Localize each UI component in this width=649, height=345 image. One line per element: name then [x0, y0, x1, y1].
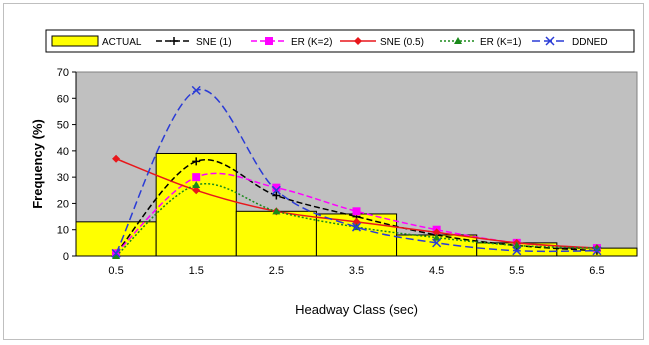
data-point-er-k-1-1.5: [192, 181, 201, 189]
legend-entry-er-k-1: ER (K=1): [440, 37, 521, 48]
data-point-ddned-4.5: [432, 238, 442, 248]
y-tick-label: 0: [63, 251, 69, 263]
legend-entry-actual: ACTUAL: [51, 35, 142, 48]
legend-entry-er-k-2: ER (K=2): [251, 37, 332, 48]
data-point-er-k-1-2.5: [272, 207, 281, 215]
y-tick-label: 50: [57, 120, 69, 132]
legend-entry-sne-0-5: SNE (0.5): [340, 37, 424, 48]
legend-marker: [170, 37, 178, 45]
y-axis-title: Frequency (%): [30, 119, 45, 209]
chart: 0 10 20 30 40 50 60 70 0.5 1.5 2.5 3.5 4.5 5.5 6.5 Head…: [30, 29, 638, 317]
series-line-ddned: [115, 88, 597, 254]
data-point-er-k-2-2.5: [272, 183, 281, 192]
data-point-er-k-2-1.5: [192, 173, 201, 182]
data-point-sne-0-5-4.5: [432, 228, 441, 237]
data-point-sne-1-2.5: [272, 191, 281, 200]
legend-label: ER (K=2): [291, 37, 332, 48]
x-axis-title: Headway Class (sec): [295, 302, 418, 317]
y-tick-label: 60: [57, 93, 69, 105]
data-point-ddned-0.5: [111, 248, 121, 258]
data-point-er-k-1-0.5: [112, 252, 121, 259]
data-point-ddned-2.5: [271, 185, 281, 195]
data-point-er-k-1-4.5: [432, 233, 441, 241]
legend: ACTUAL SNE (1) ER (K=2) SNE (0.5) ER (K=1) DD…: [45, 29, 635, 53]
legend-marker: [545, 36, 555, 46]
data-point-ddned-1.5: [191, 85, 201, 95]
series-ddned: [111, 85, 602, 258]
data-point-sne-0-5-3.5: [352, 217, 361, 226]
legend-label: DDNED: [572, 37, 608, 48]
y-tick-label: 20: [57, 198, 69, 210]
chart-frame: 0 10 20 30 40 50 60 70 0.5 1.5 2.5 3.5 4.5 5.5 6.5 Head…: [3, 3, 644, 340]
data-point-er-k-2-3.5: [352, 207, 361, 216]
y-tick-label: 30: [57, 172, 69, 184]
legend-entry-ddned: DDNED: [532, 36, 608, 48]
x-tick-label: 2.5: [269, 265, 284, 277]
data-point-er-k-1-5.5: [512, 241, 521, 249]
data-point-sne-1-1.5: [192, 157, 201, 166]
data-point-ddned-3.5: [351, 222, 362, 232]
legend-marker: [354, 37, 362, 45]
legend-entry-sne-1: SNE (1): [156, 37, 232, 48]
y-tick-label: 40: [57, 146, 69, 158]
bar-1.5: [155, 152, 237, 257]
y-tick-label: 70: [57, 67, 69, 79]
legend-marker: [454, 37, 462, 44]
data-point-ddned-6.5: [592, 246, 602, 256]
x-tick-label: 3.5: [349, 265, 364, 277]
x-tick-label: 4.5: [429, 265, 444, 277]
legend-swatch: [51, 35, 99, 47]
data-point-sne-0-5-1.5: [192, 186, 201, 195]
x-tick-label: 1.5: [189, 265, 204, 277]
x-tick-label: 5.5: [509, 265, 524, 277]
legend-label: SNE (1): [196, 37, 232, 48]
x-tick-label: 0.5: [108, 265, 123, 277]
legend-label: ACTUAL: [102, 37, 142, 48]
series-line-sne-1: [115, 159, 597, 254]
bar-2.5: [235, 210, 317, 257]
legend-marker: [265, 37, 273, 45]
y-tick-label: 10: [57, 225, 69, 237]
legend-label: SNE (0.5): [380, 37, 424, 48]
legend-label: ER (K=1): [480, 37, 521, 48]
x-tick-label: 6.5: [589, 265, 604, 277]
data-point-sne-0-5-0.5: [112, 154, 121, 163]
data-point-ddned-5.5: [512, 246, 522, 256]
